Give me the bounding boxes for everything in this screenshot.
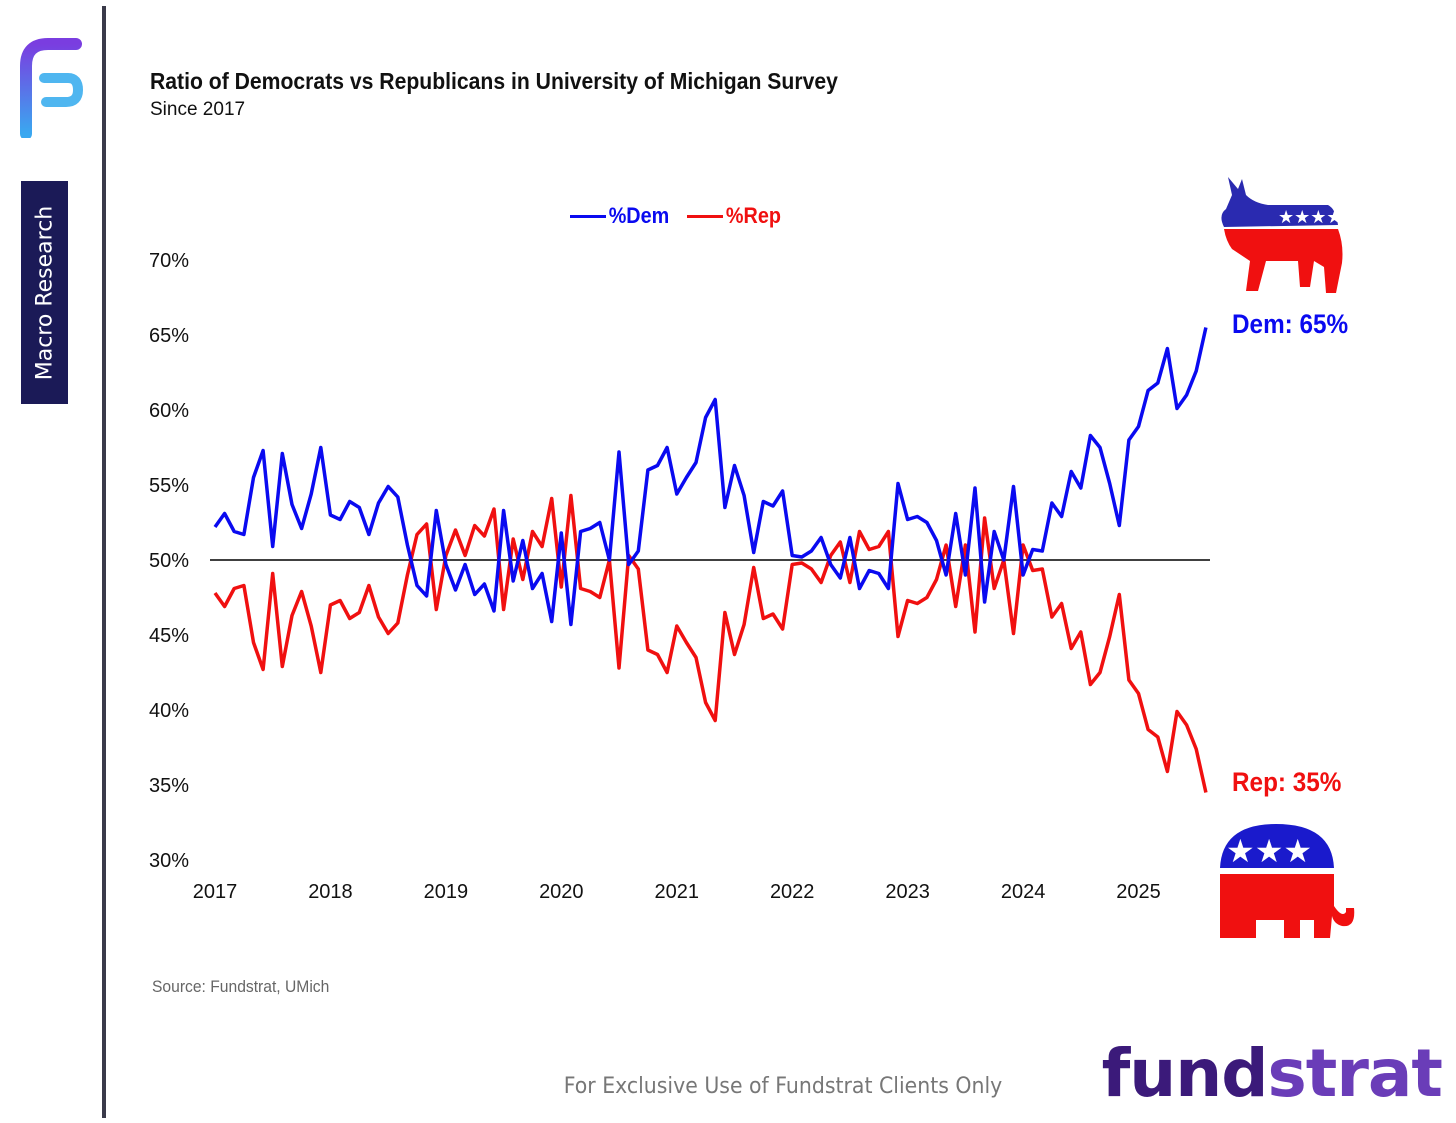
y-tick-label: 40% (149, 700, 189, 722)
fundstrat-f-logo-icon (20, 38, 84, 138)
y-tick-label: 45% (149, 625, 189, 647)
legend-label-dem: %Dem (608, 203, 670, 228)
y-tick-label: 60% (149, 400, 189, 422)
chart-title: Ratio of Democrats vs Republicans in Uni… (150, 68, 838, 94)
x-tick-label: 2022 (770, 881, 815, 903)
brand-part2: strat (1267, 1035, 1443, 1112)
footer-disclaimer: For Exclusive Use of Fundstrat Clients O… (563, 1074, 1003, 1099)
svg-text:★★★★: ★★★★ (1278, 207, 1343, 227)
y-tick-label: 35% (149, 775, 189, 797)
legend-item-rep: %Rep (687, 203, 781, 229)
y-tick-label: 70% (149, 250, 189, 272)
x-tick-label: 2024 (1001, 881, 1046, 903)
legend-label-rep: %Rep (725, 203, 781, 228)
dem-callout: Dem: 65% (1232, 309, 1349, 339)
legend-swatch-rep (687, 214, 724, 218)
legend-item-dem: %Dem (570, 203, 669, 229)
brand-part1: fund (1101, 1035, 1269, 1112)
macro-research-banner: Macro Research (21, 181, 68, 404)
dem-series-line (213, 327, 1208, 627)
source-note: Source: Fundstrat, UMich (152, 977, 330, 996)
rep-series-line (213, 493, 1208, 793)
x-tick-label: 2025 (1116, 881, 1161, 903)
y-tick-label: 30% (149, 850, 189, 872)
svg-text:★★★: ★★★ (1226, 833, 1312, 869)
y-tick-label: 50% (149, 550, 189, 572)
y-tick-label: 55% (149, 475, 189, 497)
legend-swatch-dem (570, 214, 606, 218)
y-tick-label: 65% (149, 325, 189, 347)
x-tick-label: 2020 (539, 881, 584, 903)
fundstrat-wordmark: fundstrat (1101, 1035, 1443, 1112)
divider (102, 6, 106, 1118)
democrat-donkey-icon: ★★★★ (1221, 177, 1343, 293)
x-tick-label: 2017 (193, 881, 238, 903)
republican-elephant-icon: ★★★ (1220, 824, 1355, 938)
x-tick-label: 2018 (308, 881, 353, 903)
rep-callout: Rep: 35% (1232, 767, 1342, 797)
x-tick-label: 2021 (655, 881, 700, 903)
legend: %Dem %Rep (570, 203, 781, 229)
chart-subtitle: Since 2017 (150, 99, 246, 120)
x-tick-label: 2023 (885, 881, 930, 903)
x-tick-label: 2019 (424, 881, 469, 903)
